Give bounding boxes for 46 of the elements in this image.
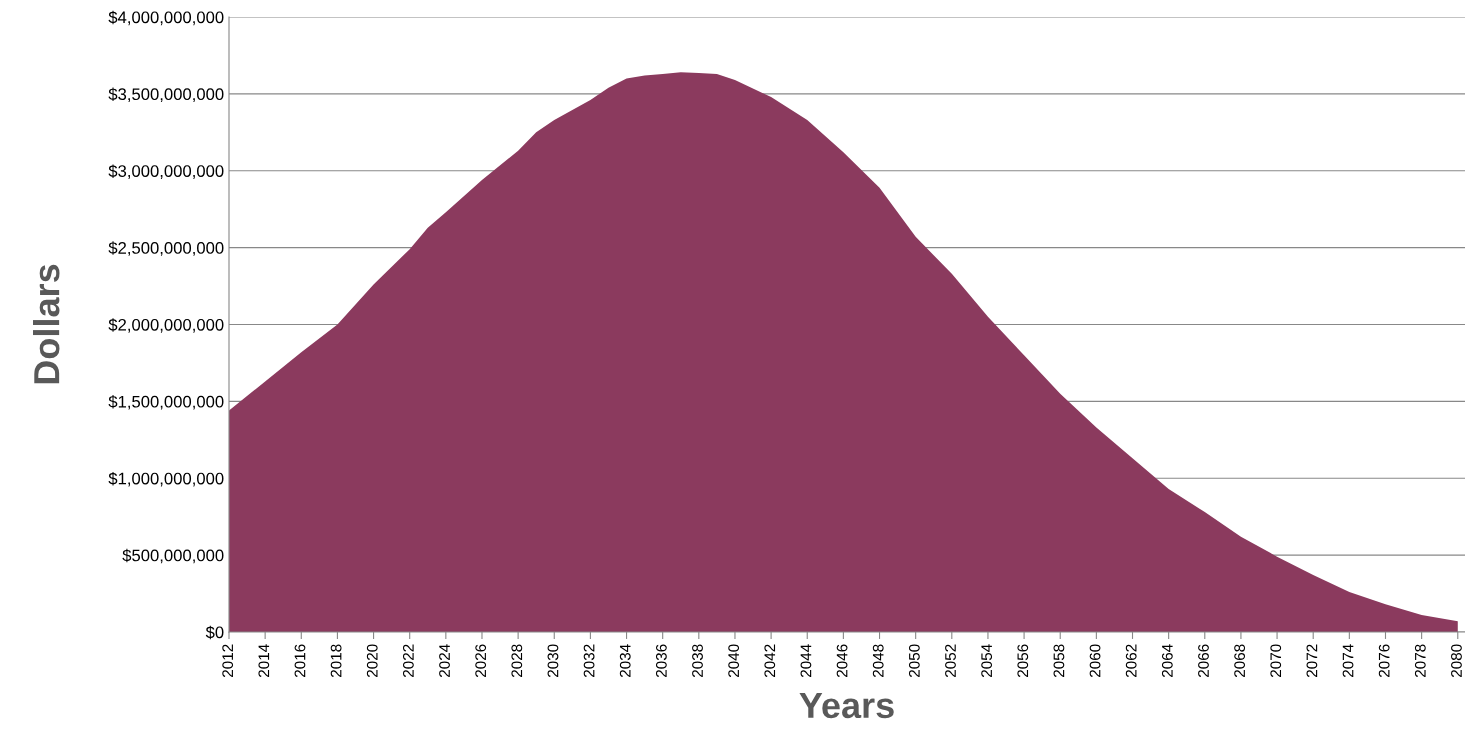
- x-tick-label: 2070: [1270, 644, 1282, 678]
- x-tick-label: 2036: [655, 644, 667, 678]
- x-tick-label: 2042: [764, 644, 776, 678]
- x-tick-label: 2046: [836, 644, 848, 678]
- x-tick-label: 2066: [1198, 644, 1209, 678]
- x-tick-label: 2040: [728, 644, 740, 678]
- x-tick-label: 2060: [1089, 644, 1101, 678]
- x-tick-label: 2018: [330, 644, 342, 678]
- x-tick-label: 2026: [475, 644, 487, 678]
- y-axis-title: Dollars: [32, 264, 60, 384]
- y-tick-label: $500,000,000: [122, 548, 224, 564]
- x-tick-label: 2056: [1017, 644, 1029, 678]
- y-tick-label: $3,000,000,000: [108, 164, 224, 179]
- x-tick-label: 2054: [981, 644, 993, 678]
- y-tick-label: $1,500,000,000: [108, 395, 224, 410]
- x-tick-label: 2072: [1306, 644, 1318, 678]
- y-tick-label: $0: [205, 625, 224, 640]
- x-tick-label: 2012: [222, 644, 234, 678]
- x-tick-label: 2038: [692, 644, 703, 678]
- y-tick-label: $1,000,000,000: [108, 471, 224, 487]
- x-tick-label: 2058: [1053, 644, 1065, 678]
- x-tick-label: 2022: [402, 644, 414, 678]
- x-tick-label: 2024: [439, 644, 450, 678]
- x-tick-label: 2050: [908, 644, 920, 678]
- y-tick-label: $4,000,000,000: [108, 10, 224, 26]
- y-tick-label: $2,500,000,000: [108, 241, 224, 256]
- x-tick-label: 2064: [1161, 644, 1173, 678]
- x-tick-label: 2052: [945, 644, 956, 678]
- x-axis-title: Years: [799, 693, 894, 719]
- x-tick-label: 2030: [547, 644, 559, 678]
- y-tick-label: $3,500,000,000: [108, 87, 224, 103]
- x-tick-label: 2062: [1125, 644, 1137, 678]
- x-tick-label: 2044: [800, 644, 812, 678]
- x-tick-label: 2068: [1234, 644, 1246, 678]
- x-tick-label: 2014: [258, 644, 270, 678]
- y-tick-label: $2,000,000,000: [108, 318, 224, 333]
- x-tick-label: 2034: [619, 644, 631, 678]
- x-tick-label: 2028: [511, 644, 523, 678]
- x-tick-label: 2080: [1451, 644, 1462, 678]
- x-tick-label: 2074: [1342, 644, 1354, 678]
- x-tick-label: 2016: [294, 644, 306, 678]
- x-tick-label: 2020: [366, 644, 378, 678]
- x-tick-label: 2078: [1414, 644, 1426, 678]
- x-tick-label: 2048: [872, 644, 884, 678]
- x-tick-label: 2032: [583, 644, 595, 678]
- x-tick-label: 2076: [1378, 644, 1390, 678]
